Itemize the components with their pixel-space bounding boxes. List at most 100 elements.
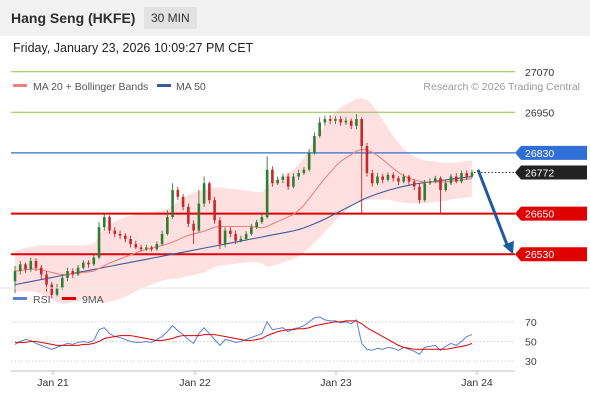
x-tick-label: Jan 22	[179, 377, 211, 389]
candle-body	[360, 119, 363, 147]
x-tick-label: Jan 24	[461, 377, 493, 389]
projection-arrow-shaft	[476, 169, 510, 248]
candle-body	[34, 260, 38, 268]
level-label-26650: 26650	[525, 209, 554, 221]
candle-body	[244, 233, 248, 240]
candle-body	[386, 174, 390, 180]
candle-body	[213, 200, 216, 221]
candle-body	[465, 173, 469, 177]
level-label-26830: 26830	[525, 148, 554, 160]
candle-body	[102, 217, 106, 228]
candle-body	[97, 227, 101, 258]
candle-body	[365, 146, 369, 174]
timestamp: Friday, January 23, 2026 10:09:27 PM CET	[13, 41, 254, 55]
candle-body	[229, 230, 232, 234]
ma20-line	[14, 148, 473, 276]
candle-body	[428, 181, 432, 184]
candle-body	[181, 196, 185, 207]
candle-body	[139, 247, 143, 250]
candle-body	[286, 176, 290, 187]
candle-body	[328, 119, 332, 121]
ma50-legend-label: MA 50	[176, 81, 206, 93]
candle-body	[13, 271, 17, 282]
candle-body	[418, 186, 421, 201]
instrument-title: Hang Seng (HKFE)	[11, 10, 136, 26]
candle-body	[339, 119, 342, 123]
level-label-26950: 26950	[525, 107, 554, 119]
rsi-ma-line	[15, 320, 473, 350]
rsi-line	[14, 316, 473, 355]
candle-body	[176, 190, 180, 197]
candle-body	[265, 169, 269, 218]
candle-body	[92, 257, 96, 265]
header-bar: Hang Seng (HKFE) 30 MIN	[0, 0, 590, 36]
x-tick-label: Jan 23	[320, 377, 352, 389]
candle-body	[281, 176, 285, 180]
candle-body	[376, 176, 379, 184]
candle-body	[439, 178, 442, 191]
candle-body	[397, 178, 400, 182]
candle-body	[60, 277, 64, 288]
candle-body	[412, 181, 416, 187]
level-label-26530: 26530	[525, 249, 554, 261]
candle-body	[124, 235, 127, 240]
candle-body	[66, 271, 69, 278]
ma20-legend-label: MA 20 + Bollinger Bands	[33, 81, 148, 93]
candle-body	[87, 262, 90, 265]
rsi-ma-legend-swatch	[62, 297, 76, 300]
x-tick-label: Jan 21	[37, 377, 69, 389]
candle-body	[218, 220, 222, 245]
level-tag-26650	[515, 206, 587, 221]
candle-body	[76, 267, 80, 275]
candle-body	[81, 262, 85, 268]
candle-body	[50, 284, 54, 295]
candle-body	[108, 217, 111, 231]
candle-body	[260, 217, 264, 223]
candle-body	[355, 119, 358, 126]
candle-body	[255, 222, 258, 228]
last-price-label: 26772	[525, 167, 554, 179]
candle-body	[271, 169, 274, 184]
candle-body	[344, 120, 348, 123]
candle-body	[45, 274, 48, 285]
candle-body	[276, 179, 279, 184]
rsi-tick-70: 70	[525, 317, 537, 329]
candle-body	[18, 264, 22, 272]
candle-body	[166, 217, 169, 234]
candle-body	[323, 119, 327, 123]
candle-body	[187, 206, 190, 224]
projection-arrow-head	[502, 240, 514, 255]
candle-body	[39, 267, 43, 275]
last-price-tag	[515, 165, 587, 180]
candle-body	[29, 260, 33, 270]
candle-body	[334, 119, 337, 121]
candle-body	[302, 169, 306, 174]
credit-label: Research © 2026 Trading Central	[423, 81, 580, 93]
candle-body	[155, 244, 159, 250]
timeframe-button[interactable]: 30 MIN	[144, 7, 197, 29]
candle-body	[433, 178, 437, 182]
candle-body	[318, 122, 321, 136]
candle-body	[250, 227, 253, 234]
candle-body	[171, 190, 174, 218]
ma50-legend-swatch	[157, 84, 171, 87]
level-label-27070: 27070	[525, 67, 554, 79]
candle-body	[202, 183, 206, 204]
rsi-legend-swatch	[13, 297, 27, 300]
candle-body	[454, 176, 458, 182]
candle-body	[223, 230, 227, 245]
candle-body	[55, 288, 59, 295]
level-tag-26830	[515, 145, 587, 160]
candle-body	[307, 152, 311, 170]
candle-body	[118, 233, 122, 236]
candle-body	[145, 247, 148, 250]
ma20-legend-swatch	[13, 84, 27, 87]
candle-body	[239, 239, 243, 241]
rsi-tick-30: 30	[525, 356, 537, 368]
rsi-ma-legend-label: 9MA	[82, 294, 104, 306]
candle-body	[292, 176, 295, 187]
candle-body	[407, 176, 411, 182]
candle-body	[449, 176, 453, 184]
candle-body	[129, 239, 132, 245]
